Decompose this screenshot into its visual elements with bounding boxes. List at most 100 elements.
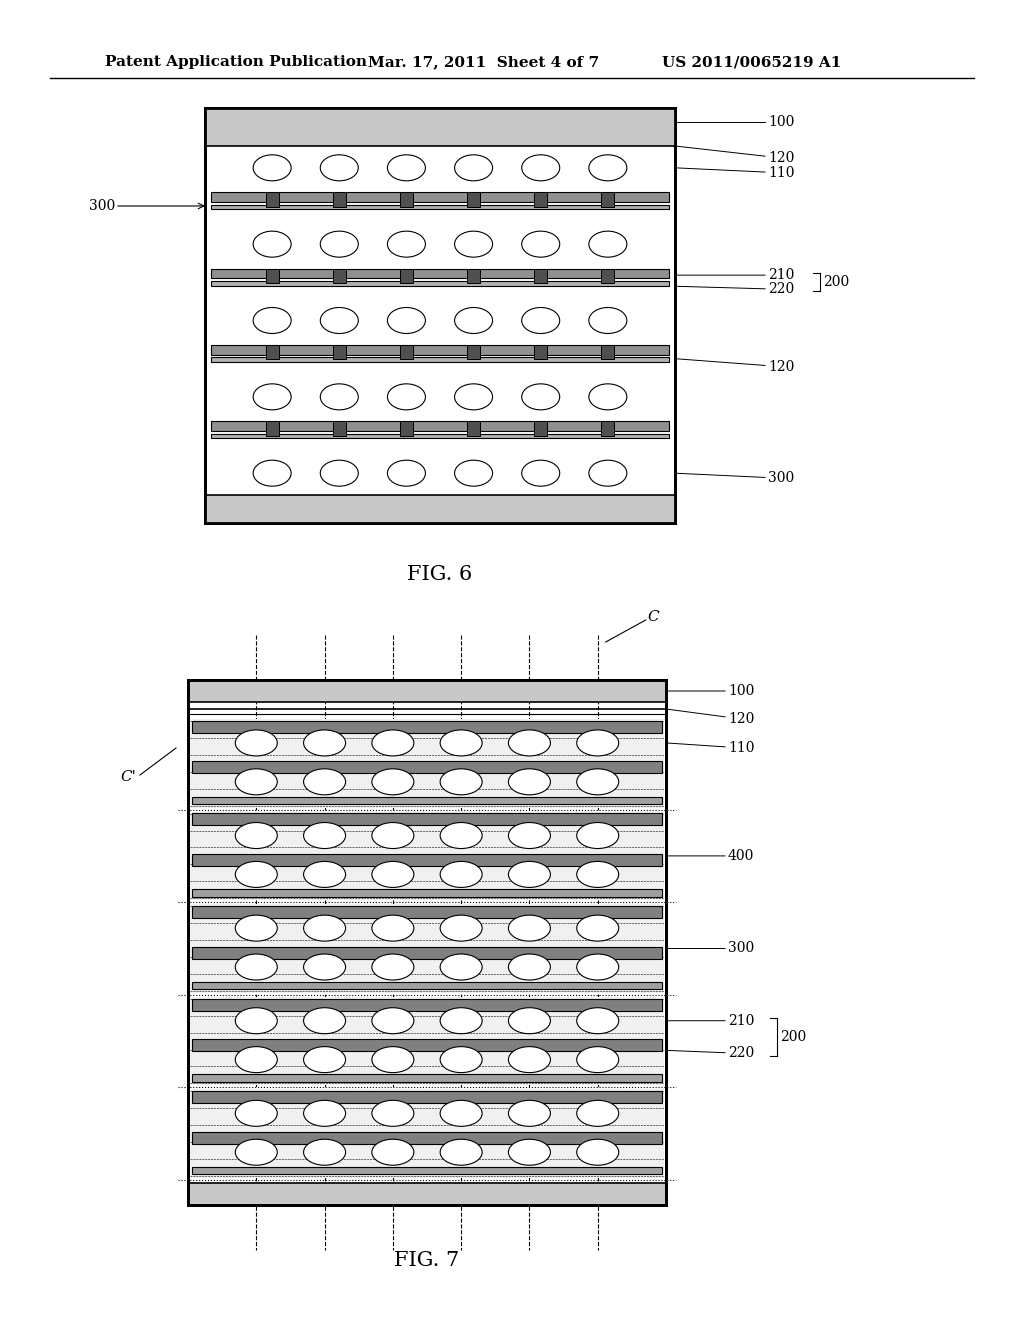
Ellipse shape xyxy=(509,1007,551,1034)
Ellipse shape xyxy=(577,915,618,941)
Text: 210: 210 xyxy=(675,268,795,282)
Bar xyxy=(400,345,413,359)
Ellipse shape xyxy=(236,822,278,849)
Bar xyxy=(188,680,666,702)
Bar xyxy=(193,1074,662,1082)
Bar xyxy=(190,997,664,1085)
Bar xyxy=(211,205,669,210)
Ellipse shape xyxy=(577,822,618,849)
Ellipse shape xyxy=(372,862,414,887)
Bar xyxy=(211,421,669,432)
Ellipse shape xyxy=(372,1101,414,1126)
Bar xyxy=(535,193,547,207)
Text: 100: 100 xyxy=(666,684,755,698)
Ellipse shape xyxy=(372,1007,414,1034)
Text: 300: 300 xyxy=(675,471,795,486)
Ellipse shape xyxy=(372,1139,414,1166)
Ellipse shape xyxy=(440,954,482,979)
Bar xyxy=(193,813,662,825)
Bar xyxy=(193,797,662,804)
Ellipse shape xyxy=(440,822,482,849)
Bar xyxy=(193,906,662,917)
Bar xyxy=(601,421,614,436)
Bar xyxy=(265,268,279,282)
Bar xyxy=(205,108,675,147)
Ellipse shape xyxy=(455,384,493,409)
Bar xyxy=(333,268,346,282)
Bar xyxy=(193,1039,662,1051)
Ellipse shape xyxy=(589,308,627,334)
Ellipse shape xyxy=(372,730,414,756)
Bar xyxy=(211,358,669,362)
Ellipse shape xyxy=(303,862,345,887)
Ellipse shape xyxy=(440,915,482,941)
Ellipse shape xyxy=(253,384,291,409)
Ellipse shape xyxy=(589,384,627,409)
Text: Patent Application Publication: Patent Application Publication xyxy=(105,55,367,69)
Bar xyxy=(190,812,664,900)
Text: 120: 120 xyxy=(675,147,795,165)
Bar xyxy=(467,268,480,282)
Ellipse shape xyxy=(236,862,278,887)
Bar xyxy=(193,854,662,866)
Ellipse shape xyxy=(440,862,482,887)
Bar xyxy=(205,495,675,523)
Bar xyxy=(211,281,669,285)
Ellipse shape xyxy=(509,954,551,979)
Bar xyxy=(400,421,413,436)
Bar xyxy=(467,193,480,207)
Text: 100: 100 xyxy=(768,115,795,129)
Ellipse shape xyxy=(303,915,345,941)
Text: 120: 120 xyxy=(666,709,755,726)
Ellipse shape xyxy=(589,154,627,181)
Ellipse shape xyxy=(455,154,493,181)
Ellipse shape xyxy=(321,308,358,334)
Ellipse shape xyxy=(455,308,493,334)
Bar xyxy=(535,268,547,282)
Bar xyxy=(190,1089,664,1177)
Ellipse shape xyxy=(303,822,345,849)
Ellipse shape xyxy=(321,461,358,486)
Ellipse shape xyxy=(236,954,278,979)
Text: FIG. 7: FIG. 7 xyxy=(394,1250,460,1270)
Ellipse shape xyxy=(577,1047,618,1073)
Bar xyxy=(211,345,669,355)
Bar xyxy=(188,680,666,1205)
Ellipse shape xyxy=(253,231,291,257)
Ellipse shape xyxy=(372,822,414,849)
Bar xyxy=(193,721,662,733)
Ellipse shape xyxy=(509,862,551,887)
Ellipse shape xyxy=(387,461,425,486)
Ellipse shape xyxy=(303,1139,345,1166)
Bar xyxy=(188,1183,666,1205)
Ellipse shape xyxy=(455,461,493,486)
Text: 200: 200 xyxy=(823,275,849,289)
Ellipse shape xyxy=(387,231,425,257)
Ellipse shape xyxy=(455,231,493,257)
Ellipse shape xyxy=(236,1047,278,1073)
Ellipse shape xyxy=(387,154,425,181)
Ellipse shape xyxy=(509,1101,551,1126)
Ellipse shape xyxy=(372,915,414,941)
Ellipse shape xyxy=(372,768,414,795)
Ellipse shape xyxy=(440,1007,482,1034)
Bar xyxy=(535,421,547,436)
Ellipse shape xyxy=(577,954,618,979)
Ellipse shape xyxy=(589,461,627,486)
Text: US 2011/0065219 A1: US 2011/0065219 A1 xyxy=(662,55,842,69)
Ellipse shape xyxy=(577,1101,618,1126)
Ellipse shape xyxy=(303,954,345,979)
Ellipse shape xyxy=(521,461,560,486)
Bar xyxy=(211,268,669,279)
Bar xyxy=(333,345,346,359)
Bar xyxy=(467,421,480,436)
Text: 220: 220 xyxy=(666,1047,755,1060)
Text: 400: 400 xyxy=(666,849,755,863)
Ellipse shape xyxy=(440,768,482,795)
Ellipse shape xyxy=(236,730,278,756)
Ellipse shape xyxy=(303,1101,345,1126)
Ellipse shape xyxy=(521,384,560,409)
Ellipse shape xyxy=(509,915,551,941)
Ellipse shape xyxy=(372,1047,414,1073)
Bar xyxy=(601,345,614,359)
